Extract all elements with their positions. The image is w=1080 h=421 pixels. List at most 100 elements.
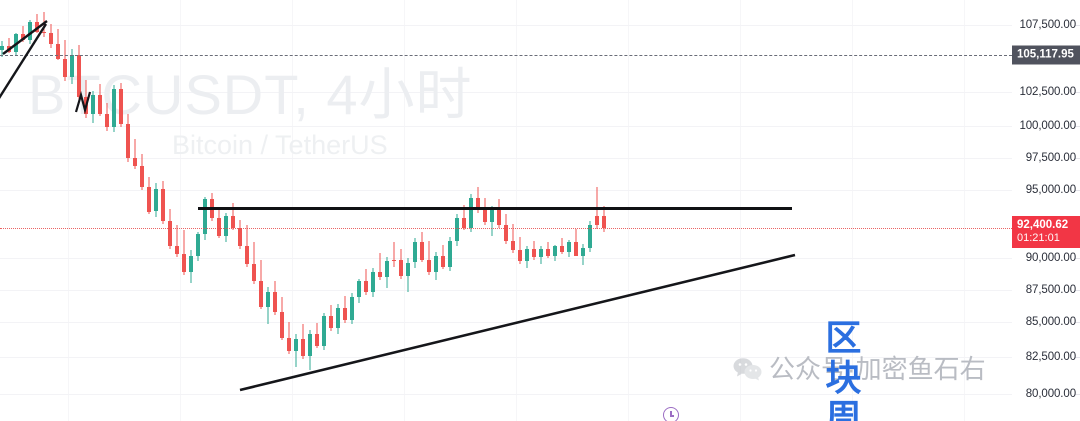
candlestick <box>448 0 453 421</box>
candlestick <box>343 0 348 421</box>
chart-plot-area[interactable]: BTCUSDT, 4小时 Bitcoin / TetherUS <box>0 0 1012 421</box>
candle-wick <box>8 38 10 54</box>
candle-body <box>308 333 313 357</box>
candlestick <box>420 0 425 421</box>
candle-wick <box>512 223 514 254</box>
axis-tick <box>1074 25 1080 26</box>
candlestick <box>462 0 467 421</box>
resistance-line[interactable] <box>198 207 792 210</box>
candle-wick <box>379 253 381 280</box>
candlestick <box>532 0 537 421</box>
candle-body <box>252 263 257 282</box>
candle-body <box>581 247 586 256</box>
candlestick <box>182 0 187 421</box>
candlestick <box>385 0 390 421</box>
candlestick <box>588 0 593 421</box>
candlestick <box>266 0 271 421</box>
price-axis-label: 82,500.00 <box>1025 351 1076 363</box>
candlestick <box>126 0 131 421</box>
clock-history-icon[interactable] <box>663 407 679 421</box>
candlestick <box>336 0 341 421</box>
candle-wick <box>393 242 395 267</box>
price-axis-label: 95,000.00 <box>1025 184 1076 196</box>
candle-wick <box>134 139 136 169</box>
candlestick <box>49 0 54 421</box>
candlestick <box>21 0 26 421</box>
candle-body <box>63 58 68 78</box>
swing-high-price-tag[interactable]: 105,117.95 <box>1012 45 1080 65</box>
candle-wick <box>428 241 430 275</box>
price-axis[interactable]: 107,500.00 102,500.00 100,000.00 97,500.00 9… <box>1012 0 1080 421</box>
candlestick <box>259 0 264 421</box>
candlestick <box>217 0 222 421</box>
candlestick <box>469 0 474 421</box>
axis-tick <box>1074 258 1080 259</box>
candlestick <box>280 0 285 421</box>
candle-body <box>70 54 75 78</box>
candlestick <box>287 0 292 421</box>
candle-body <box>91 94 96 114</box>
candle-body <box>182 254 187 272</box>
support-trendline[interactable] <box>239 253 796 392</box>
gridline-horizontal <box>0 126 1012 127</box>
candle-body <box>301 338 306 357</box>
candle-wick <box>253 242 255 284</box>
axis-tick <box>1074 394 1080 395</box>
candlestick <box>238 0 243 421</box>
candle-body <box>154 188 159 212</box>
candle-body <box>203 199 208 235</box>
candle-body <box>406 262 411 276</box>
last-price-tag[interactable]: 92,400.62 01:21:01 <box>1012 216 1080 248</box>
candlestick <box>441 0 446 421</box>
candle-body <box>266 292 271 307</box>
candlestick <box>476 0 481 421</box>
candlestick <box>315 0 320 421</box>
gridline-horizontal <box>0 394 1012 395</box>
price-axis-label: 107,500.00 <box>1019 19 1076 31</box>
candlestick <box>91 0 96 421</box>
candle-body <box>413 242 418 263</box>
candle-body <box>602 215 607 228</box>
candlestick <box>147 0 152 421</box>
zigzag-marker[interactable] <box>74 90 92 115</box>
candle-body <box>21 34 26 40</box>
price-axis-label: 90,000.00 <box>1025 252 1076 264</box>
candlestick <box>301 0 306 421</box>
candlestick <box>322 0 327 421</box>
candlestick <box>357 0 362 421</box>
candle-wick <box>176 224 178 258</box>
candle-body <box>42 31 47 34</box>
candle-body <box>329 316 334 329</box>
candlestick <box>497 0 502 421</box>
candle-body <box>140 165 145 188</box>
candlestick <box>77 0 82 421</box>
candlestick <box>518 0 523 421</box>
candle-wick <box>288 321 290 354</box>
gridline-horizontal <box>0 357 1012 358</box>
candle-body <box>189 255 194 272</box>
candlestick <box>553 0 558 421</box>
candle-body <box>483 210 488 223</box>
candle-body <box>322 316 327 346</box>
gridline-horizontal <box>0 92 1012 93</box>
candle-body <box>196 234 201 256</box>
candlestick <box>364 0 369 421</box>
rising-wedge-upper-line[interactable] <box>2 20 48 55</box>
candlestick <box>399 0 404 421</box>
candle-body <box>462 218 467 228</box>
candle-body <box>56 43 61 59</box>
candlestick <box>427 0 432 421</box>
drawing-overlays[interactable] <box>0 0 1012 421</box>
candle-body <box>245 246 250 264</box>
candle-body <box>231 215 236 228</box>
candlestick <box>350 0 355 421</box>
candle-body <box>385 261 390 278</box>
rising-wedge-lower-line[interactable] <box>0 23 48 103</box>
gridline-vertical <box>180 0 181 421</box>
gridline-vertical <box>292 0 293 421</box>
swing-high-line[interactable] <box>0 55 1012 56</box>
candlestick <box>0 0 5 421</box>
candlestick <box>112 0 117 421</box>
candlestick <box>308 0 313 421</box>
candle-body <box>371 271 376 293</box>
